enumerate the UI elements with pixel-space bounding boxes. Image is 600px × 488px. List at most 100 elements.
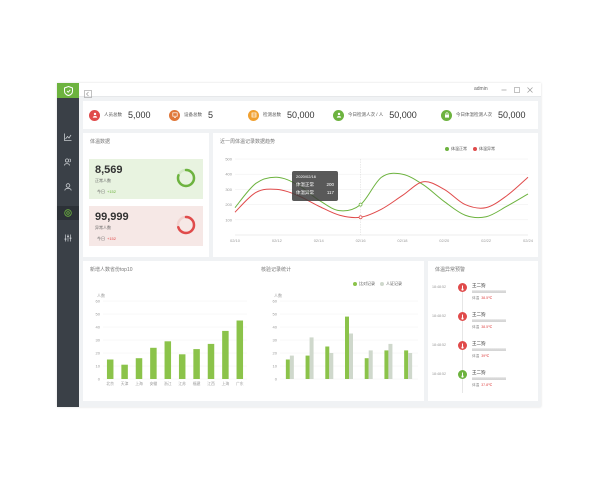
stat-people: 人员总数 5,000 [89, 101, 151, 129]
panel-title: 体温数据 [90, 139, 111, 145]
alert-id: 00000000000000000 [472, 290, 506, 294]
alert-temp-label: 体温 [472, 383, 480, 387]
y-tick-label: 20 [96, 351, 101, 356]
bar[interactable] [285, 359, 290, 380]
trend-legend: 体温正常 体温异常 [445, 146, 495, 152]
normal-label: 正常人数 [95, 178, 111, 183]
close-icon[interactable] [525, 85, 535, 95]
bar[interactable] [404, 350, 409, 379]
stat-devices: 设备总数 5 [169, 101, 213, 129]
x-tick-label: 02/22 [481, 238, 492, 243]
alert-id: 00000000000000000 [472, 377, 506, 381]
y-tick-label: 30 [96, 338, 101, 343]
bar[interactable] [309, 337, 314, 379]
alert-time: 18:48:52 [432, 285, 446, 289]
x-tick-label: 02/10 [230, 238, 241, 243]
bar[interactable] [289, 355, 294, 379]
y-tick-label: 40 [273, 325, 278, 330]
alert-temp-label: 体温 [472, 354, 480, 358]
normal-card: 8,569 正常人数 今日 +152 [89, 159, 203, 199]
hover-point[interactable] [358, 202, 363, 207]
bar[interactable] [364, 358, 369, 379]
x-tick-label: 江苏 [178, 381, 186, 386]
trend-panel: 近一周体温记录数据趋势 体温正常 体温异常 100 200 300 400 500 02/… [213, 133, 538, 257]
bar[interactable] [207, 343, 215, 379]
alert-item[interactable]: 18:48:52 王二狗 00000000000000000 体温 39℃ [432, 341, 537, 369]
bar[interactable] [121, 364, 128, 379]
series-line-abnormal [234, 176, 529, 219]
bar[interactable] [106, 359, 114, 380]
bar[interactable] [222, 330, 229, 379]
y-tick-label: 100 [225, 217, 232, 222]
alert-item[interactable]: 18:48:52 王二狗 00000000000000000 体温 37.8℃ [432, 370, 537, 398]
x-tick-label: 安徽 [150, 381, 158, 386]
x-tick-label: 上海 [135, 381, 143, 386]
alert-temp-label: 体温 [472, 325, 480, 329]
collapse-icon[interactable] [84, 85, 92, 103]
y-tick-label: 20 [273, 351, 278, 356]
normal-count: 8,569 [95, 164, 123, 176]
stat-value: 5,000 [128, 110, 151, 120]
sidebar-item-dashboard[interactable] [57, 130, 79, 144]
alert-temp: 体温 37.8℃ [472, 383, 492, 388]
target-icon [64, 209, 72, 217]
user-group-icon [64, 183, 72, 191]
y-tick-label: 30 [273, 338, 278, 343]
y-tick-label: 0 [275, 377, 278, 382]
tooltip-abnormal-value: 117 [326, 190, 334, 195]
stat-label: 今日体温检测人次 [456, 112, 492, 117]
timeline-line [462, 283, 463, 393]
today-value: +152 [107, 236, 117, 241]
bar[interactable] [329, 353, 334, 379]
x-tick-label: 02/24 [523, 238, 534, 243]
y-tick-label: 50 [273, 312, 278, 317]
bar[interactable] [164, 341, 172, 379]
stat-today-checks: 今日检测人次 / 人 50,000 [333, 101, 417, 129]
stat-label: 今日检测人次 / 人 [348, 112, 384, 117]
y-tick-label: 60 [273, 299, 278, 304]
bar[interactable] [150, 347, 157, 379]
username-label[interactable]: admin [474, 86, 488, 92]
x-tick-label: 02/12 [272, 238, 283, 243]
x-tick-label: 天津 [121, 381, 129, 386]
chart-title: 核验记录统计 [261, 267, 292, 273]
bar[interactable] [388, 343, 393, 379]
bar[interactable] [193, 349, 200, 379]
abnormal-ring [176, 215, 196, 235]
bar[interactable] [236, 320, 244, 380]
bar[interactable] [368, 350, 373, 379]
alert-panel: 体温异常预警 18:48:52 王二狗 00000000000000000 体温 38.… [428, 261, 538, 401]
bar[interactable] [408, 353, 413, 379]
y-tick-label: 400 [225, 172, 232, 177]
bar[interactable] [325, 346, 330, 380]
y-tick-label: 10 [273, 364, 278, 369]
stat-value: 50,000 [498, 110, 526, 120]
alert-item[interactable]: 18:48:52 王二狗 00000000000000000 体温 38.5℃ [432, 312, 537, 340]
bar[interactable] [135, 358, 143, 379]
maximize-icon[interactable] [512, 85, 522, 95]
sidebar-item-filters[interactable] [57, 231, 79, 245]
y-tick-label: 10 [96, 364, 101, 369]
alert-temp-value: 38.5℃ [481, 325, 493, 329]
bar[interactable] [305, 355, 310, 379]
line-chart: 100 200 300 400 500 02/10 02/12 02/14 02/16 02/18… [225, 157, 534, 244]
sidebar-item-users[interactable] [57, 180, 79, 194]
sliders-icon [64, 234, 72, 242]
sidebar-item-people[interactable] [57, 155, 79, 169]
tooltip-abnormal-label: 体温异常 [296, 190, 314, 195]
hover-point[interactable] [358, 215, 363, 220]
y-tick-label: 60 [96, 299, 101, 304]
bar[interactable] [349, 333, 353, 380]
sidebar-item-settings[interactable] [57, 206, 79, 220]
series-line-normal [234, 172, 529, 219]
stat-label: 设备总数 [184, 112, 202, 117]
bar[interactable] [384, 350, 389, 379]
abnormal-card: 99,999 异常人数 今日 +152 [89, 206, 203, 246]
x-tick-label: 02/20 [439, 238, 450, 243]
bar[interactable] [178, 354, 186, 379]
x-tick-label: 江西 [207, 381, 215, 386]
alert-item[interactable]: 18:48:52 王二狗 00000000000000000 体温 38.5℃ [432, 283, 537, 311]
bar[interactable] [345, 316, 349, 379]
minimize-icon[interactable] [499, 85, 509, 95]
y-tick-label: 40 [96, 325, 101, 330]
